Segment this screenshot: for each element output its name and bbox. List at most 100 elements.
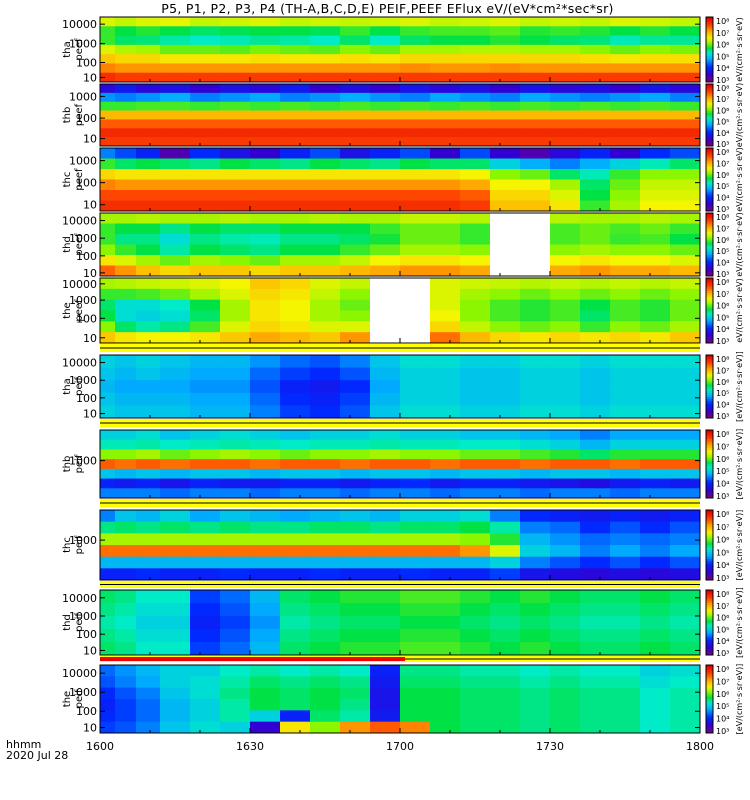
colorbar-swatch xyxy=(706,575,713,579)
heatmap-cell xyxy=(310,468,341,479)
heatmap-cell xyxy=(370,110,401,120)
heatmap-cell xyxy=(340,355,371,368)
heatmap-cell xyxy=(370,265,401,277)
colorbar-tick-label: 10⁷ xyxy=(716,523,729,532)
heatmap-cell xyxy=(430,158,461,170)
heatmap-cell xyxy=(115,568,137,581)
heatmap-cell xyxy=(220,332,251,344)
heatmap-cell xyxy=(340,35,371,46)
colorbar-swatch xyxy=(706,261,713,264)
heatmap-cell xyxy=(100,17,116,27)
heatmap-cell xyxy=(520,468,551,479)
x-tick-label: 1600 xyxy=(86,740,114,753)
heatmap-cell xyxy=(670,255,701,266)
heatmap-cell xyxy=(460,405,491,419)
heatmap-cell xyxy=(610,223,641,235)
heatmap-cell xyxy=(160,676,191,689)
heatmap-cell xyxy=(220,179,251,191)
heatmap-cell xyxy=(640,699,671,711)
colorbar-swatch xyxy=(706,611,713,615)
colorbar-swatch xyxy=(706,152,713,155)
colorbar-tick-label: 10⁵ xyxy=(716,182,729,191)
heatmap-cell xyxy=(610,321,641,333)
heatmap-cell xyxy=(550,533,581,546)
heatmap-cell xyxy=(310,355,341,368)
heatmap-cell xyxy=(490,545,521,558)
heatmap-cell xyxy=(640,568,671,581)
heatmap-cell xyxy=(310,380,341,394)
heatmap-cell xyxy=(430,430,461,441)
heatmap-cell xyxy=(250,110,281,120)
heatmap-cell xyxy=(280,278,311,290)
heatmap-cell xyxy=(160,556,191,569)
heatmap-cell xyxy=(250,642,281,656)
colorbar-swatch xyxy=(706,181,713,185)
heatmap-cell xyxy=(520,687,551,700)
heatmap-cell xyxy=(280,699,311,711)
heatmap-cell xyxy=(520,676,551,689)
heatmap-cell xyxy=(520,265,551,277)
heatmap-cell xyxy=(400,223,431,235)
heatmap-cell xyxy=(520,355,551,368)
heatmap-cell xyxy=(610,355,641,368)
heatmap-cell xyxy=(610,35,641,46)
heatmap-cell xyxy=(370,17,401,27)
heatmap-cell xyxy=(160,200,191,212)
heatmap-cell xyxy=(136,179,161,191)
heatmap-cell xyxy=(550,190,581,201)
heatmap-cell xyxy=(490,468,521,479)
heatmap-cell xyxy=(115,119,137,129)
heatmap-cell xyxy=(370,459,401,470)
heatmap-cell xyxy=(640,119,671,129)
heatmap-cell xyxy=(670,459,701,470)
colorbar-swatch xyxy=(706,88,713,91)
panel-tha_peef xyxy=(100,17,701,83)
colorbar-swatch xyxy=(706,631,713,634)
heatmap-cell xyxy=(400,26,431,36)
heatmap-cell xyxy=(100,380,116,394)
heatmap-cell xyxy=(250,367,281,381)
colorbar-swatch xyxy=(706,100,713,104)
heatmap-cell xyxy=(220,478,251,489)
heatmap-cell xyxy=(340,44,371,55)
heatmap-cell xyxy=(190,478,221,489)
colorbar-swatch xyxy=(706,439,713,442)
heatmap-cell xyxy=(136,288,161,301)
panel-the_peif xyxy=(100,665,701,734)
heatmap-cell xyxy=(370,533,401,546)
heatmap-cell xyxy=(400,169,431,180)
panel-label: tha xyxy=(62,378,73,394)
heatmap-cell xyxy=(250,92,281,103)
heatmap-cell xyxy=(550,223,581,235)
heatmap-cell xyxy=(310,321,341,333)
heatmap-cell xyxy=(160,110,191,120)
colorbar-swatch xyxy=(706,717,713,720)
heatmap-cell xyxy=(490,72,521,83)
heatmap-cell xyxy=(115,158,137,170)
heatmap-cell xyxy=(400,533,431,546)
heatmap-cell xyxy=(160,63,191,74)
heatmap-cell xyxy=(400,200,431,212)
colorbar-swatch xyxy=(706,689,713,693)
heatmap-cell xyxy=(220,676,251,689)
heatmap-cell xyxy=(640,603,671,617)
heatmap-cell xyxy=(115,533,137,546)
colorbar-swatch xyxy=(706,639,713,643)
heatmap-cell xyxy=(310,200,341,212)
heatmap-cell xyxy=(640,521,671,534)
colorbar-swatch xyxy=(706,255,713,258)
colorbar-swatch xyxy=(706,284,713,288)
heatmap-cell xyxy=(280,556,311,569)
heatmap-cell xyxy=(550,510,581,523)
heatmap-cell xyxy=(370,367,401,381)
heatmap-cell xyxy=(370,255,401,266)
colorbar-swatch xyxy=(706,64,713,68)
heatmap-cell xyxy=(160,687,191,700)
heatmap-cell xyxy=(640,355,671,368)
colorbar-swatch xyxy=(706,705,713,709)
heatmap-cell xyxy=(580,332,611,344)
heatmap-cell xyxy=(370,590,401,604)
heatmap-cell xyxy=(115,35,137,46)
colorbar-swatch xyxy=(706,150,713,153)
